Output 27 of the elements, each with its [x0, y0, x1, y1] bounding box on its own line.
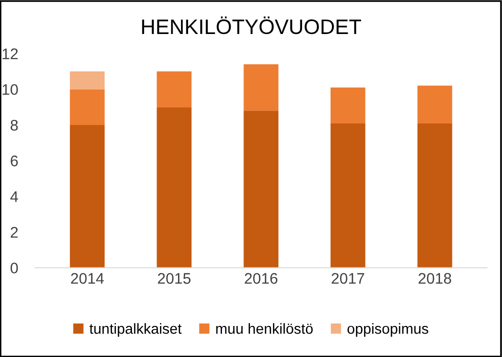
bar [70, 71, 105, 90]
x-tick-label: 2015 [158, 273, 191, 284]
y-tick-label: 2 [10, 226, 18, 238]
y-tick-label: 0 [10, 262, 18, 274]
y-tick-label: 4 [10, 191, 18, 202]
chart-title: HENKILÖTYÖVUODET [142, 16, 362, 34]
legend-label: muu henkilöstö [216, 323, 313, 334]
bar [417, 123, 452, 268]
legend-label: oppisopimus [347, 323, 428, 337]
bar [330, 87, 366, 124]
bar [156, 107, 192, 268]
y-tick-label: 6 [10, 156, 18, 166]
x-tick-label: 2014 [71, 273, 104, 284]
bar [70, 89, 105, 125]
x-tick-label: 2016 [244, 273, 278, 284]
bar [330, 123, 366, 268]
y-tick-label: 12 [2, 48, 18, 60]
y-tick-label: 10 [2, 84, 18, 95]
legend-label: tuntipalkkaiset [90, 323, 182, 337]
bar [156, 71, 192, 108]
bar [417, 86, 452, 124]
x-tick-label: 2018 [418, 273, 452, 284]
y-tick-label: 8 [10, 120, 18, 131]
bar [70, 124, 105, 268]
bar [244, 64, 278, 111]
x-tick-label: 2017 [332, 273, 364, 284]
bar [244, 110, 278, 268]
